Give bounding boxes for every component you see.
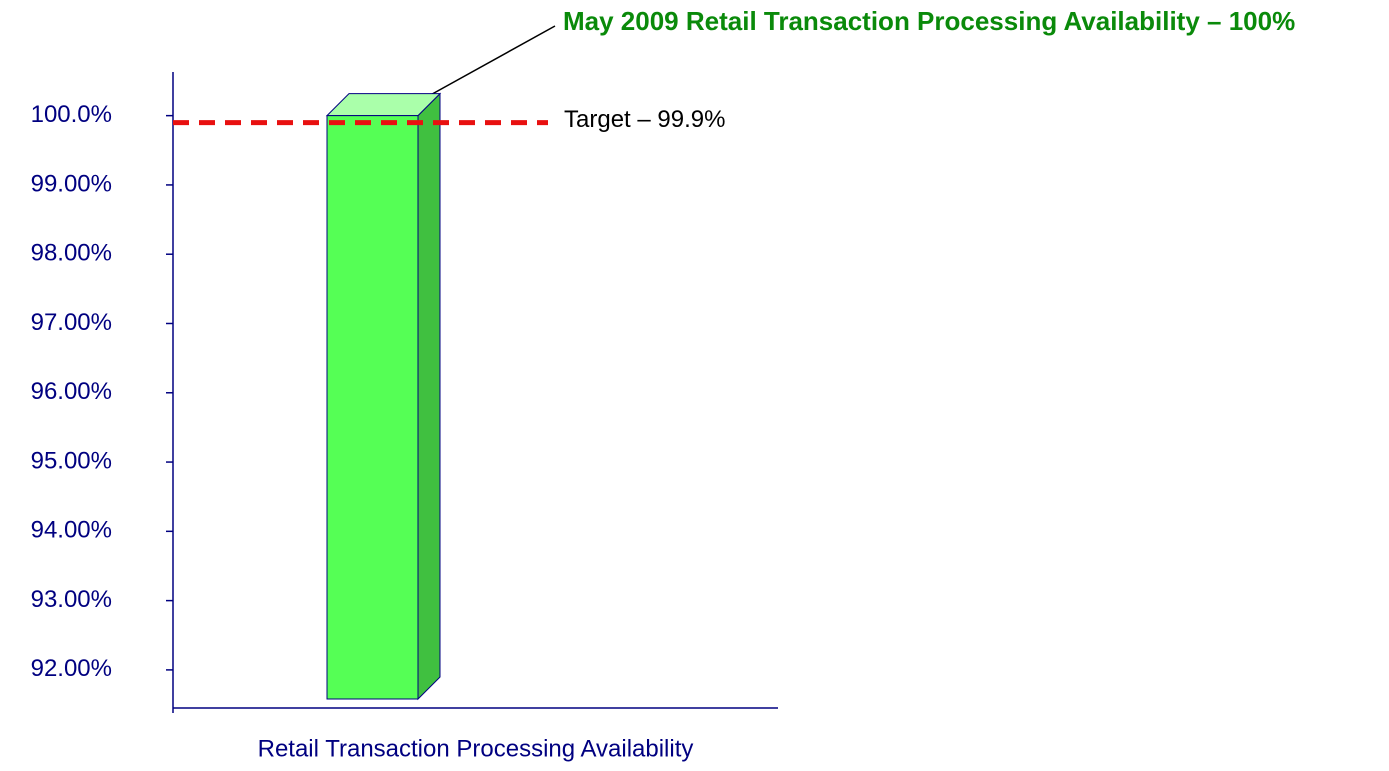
y-tick-label: 93.00%: [31, 586, 112, 613]
y-tick-label: 96.00%: [31, 378, 112, 405]
callout-line: [424, 25, 556, 99]
y-tick-label: 100.0%: [31, 101, 112, 128]
y-tick-label: 94.00%: [31, 517, 112, 544]
y-tick-label: 92.00%: [31, 655, 112, 682]
target-label: Target – 99.9%: [564, 106, 725, 133]
y-tick-label: 97.00%: [31, 309, 112, 336]
bar-side: [417, 92, 441, 701]
bar: [325, 92, 442, 701]
bar-front: [326, 115, 419, 700]
y-tick-label: 99.00%: [31, 170, 112, 197]
chart-title: May 2009 Retail Transaction Processing A…: [563, 6, 1295, 36]
y-tick-label: 95.00%: [31, 447, 112, 474]
x-axis-label: Retail Transaction Processing Availabili…: [258, 735, 694, 762]
y-tick-label: 98.00%: [31, 240, 112, 267]
